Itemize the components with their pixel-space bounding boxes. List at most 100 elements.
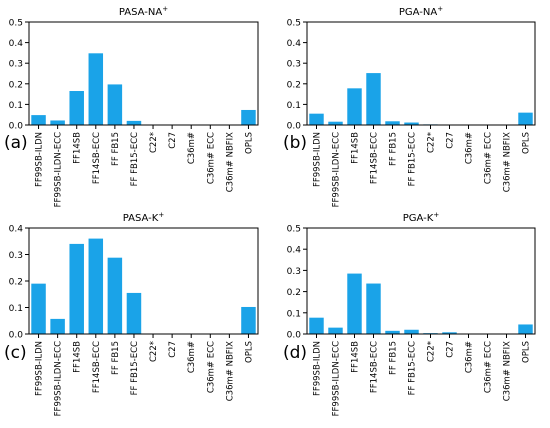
bar-12 <box>241 306 256 334</box>
x-tick-label: FF14SB <box>73 132 83 164</box>
bar-4 <box>88 238 104 334</box>
x-tick-label: FF FB15-ECC <box>130 132 140 186</box>
bar-3 <box>347 273 362 334</box>
x-tick-label: C22* <box>427 132 437 153</box>
y-tick-label: 0.2 <box>9 278 23 288</box>
y-tick-label: 0.3 <box>287 267 301 277</box>
x-tick-label: C36m# ECC <box>484 341 494 393</box>
x-tick-label: FF FB15-ECC <box>408 341 418 395</box>
y-tick-label: 0.0 <box>287 122 302 132</box>
y-tick-label: 0.0 <box>287 331 302 341</box>
chart-panel-1: 0.5 0.4 0.3 0.2 0.1 0.0 FF99SB-ILDN FF99SB-ILDN… <box>4 5 259 207</box>
x-tick-label: FF14SB-ECC <box>92 341 102 393</box>
x-tick-label: OPLS <box>244 341 254 363</box>
x-tick-label: FF14SB <box>351 132 361 164</box>
x-tick-label: OPLS <box>522 132 532 154</box>
panel-label: (a) <box>4 133 28 153</box>
x-tick-label: C36m# NBFIX <box>503 341 513 401</box>
axes-frame <box>306 227 536 335</box>
x-tick-label: C36m# NBFIX <box>503 132 513 192</box>
chart-panel-2: 0.5 0.4 0.3 0.2 0.1 0.0 FF99SB-ILDN FF99SB-ILDN… <box>283 5 536 207</box>
x-tick-label: C36m# <box>465 341 475 373</box>
y-tick-label: 0.2 <box>287 80 301 90</box>
bar-1 <box>31 115 46 125</box>
bar-3 <box>347 88 362 125</box>
chart-title: PASA-K+ <box>123 211 165 224</box>
x-tick-label: FF14SB <box>73 341 83 373</box>
x-tick-label: C36m# ECC <box>206 341 216 393</box>
y-tick-label: 0.2 <box>9 80 23 90</box>
x-tick-label: FF99SB-ILDN-ECC <box>332 341 342 416</box>
x-tick-label: FF99SB-ILDN <box>35 132 45 187</box>
bar-6 <box>126 120 142 125</box>
y-tick-label: 0.1 <box>9 101 23 111</box>
bar-1 <box>309 113 324 125</box>
bar-3 <box>69 243 84 334</box>
x-tick-label: FF99SB-ILDN <box>313 341 323 396</box>
x-tick-label: FF FB15 <box>389 132 399 166</box>
y-tick-label: 0.3 <box>287 60 301 70</box>
bar-4 <box>366 73 381 125</box>
axes-frame <box>306 21 536 126</box>
axes-frame <box>28 21 259 126</box>
chart-title: PGA-K+ <box>403 211 440 224</box>
x-tick-label: C27 <box>446 341 456 358</box>
x-tick-label: FF99SB-ILDN-ECC <box>332 132 342 207</box>
x-tick-label: FF99SB-ILDN-ECC <box>54 132 64 207</box>
bar-2 <box>328 121 343 125</box>
bar-12 <box>518 112 533 125</box>
y-tick-label: 0.4 <box>287 246 302 256</box>
y-tick-label: 0.4 <box>287 39 302 49</box>
x-tick-label: C27 <box>446 132 456 149</box>
x-tick-label: FF FB15 <box>389 341 399 375</box>
chart-panel-4: 0.5 0.4 0.3 0.2 0.1 0.0 FF99SB-ILDN FF99SB-ILDN… <box>283 211 536 416</box>
x-tick-label: C36m# <box>187 132 197 164</box>
x-tick-label: C22* <box>149 132 159 153</box>
bar-6 <box>404 122 419 125</box>
x-tick-label: FF14SB <box>351 341 361 373</box>
y-tick-label: 0.0 <box>9 122 24 132</box>
y-tick-label: 0.2 <box>287 288 301 298</box>
y-tick-label: 0.5 <box>9 19 23 29</box>
x-tick-label: FF14SB-ECC <box>370 341 380 393</box>
x-tick-label: FF FB15 <box>111 341 121 375</box>
axes-frame <box>28 227 259 335</box>
x-tick-label: C27 <box>168 132 178 149</box>
x-tick-label: FF99SB-ILDN <box>313 132 323 187</box>
bar-5 <box>107 257 123 334</box>
x-tick-label: C22* <box>427 341 437 362</box>
bar-1 <box>309 317 324 334</box>
bar-5 <box>385 121 400 125</box>
x-tick-label: C36m# <box>465 132 475 164</box>
panel-label: (c) <box>4 343 27 363</box>
x-tick-label: FF FB15 <box>111 132 121 166</box>
chart-title: PASA-NA+ <box>119 5 168 18</box>
y-tick-label: 0.0 <box>9 331 24 341</box>
x-tick-label: C27 <box>168 341 178 358</box>
bar-6 <box>126 292 142 334</box>
bar-2 <box>328 327 343 334</box>
x-tick-label: C22* <box>149 341 159 362</box>
y-tick-label: 0.3 <box>9 251 23 261</box>
bar-5 <box>385 330 400 334</box>
y-tick-label: 0.4 <box>9 225 24 235</box>
y-tick-label: 0.1 <box>287 101 301 111</box>
bar-6 <box>404 329 419 334</box>
y-tick-label: 0.4 <box>9 39 24 49</box>
panel-label: (b) <box>283 133 307 153</box>
x-tick-label: FF FB15-ECC <box>130 341 140 395</box>
x-tick-label: FF14SB-ECC <box>370 132 380 184</box>
x-tick-label: C36m# NBFIX <box>225 341 235 401</box>
bar-2 <box>50 318 65 334</box>
y-tick-label: 0.1 <box>9 304 23 314</box>
x-tick-label: FF14SB-ECC <box>92 132 102 184</box>
chart-title: PGA-NA+ <box>399 5 443 18</box>
y-tick-label: 0.3 <box>9 60 23 70</box>
x-tick-label: C36m# ECC <box>206 132 216 184</box>
x-tick-label: OPLS <box>244 132 254 154</box>
x-tick-label: FF99SB-ILDN <box>35 341 45 396</box>
x-tick-label: C36m# <box>187 341 197 373</box>
y-tick-label: 0.5 <box>287 225 301 235</box>
y-tick-label: 0.5 <box>287 19 301 29</box>
y-tick-label: 0.1 <box>287 309 301 319</box>
